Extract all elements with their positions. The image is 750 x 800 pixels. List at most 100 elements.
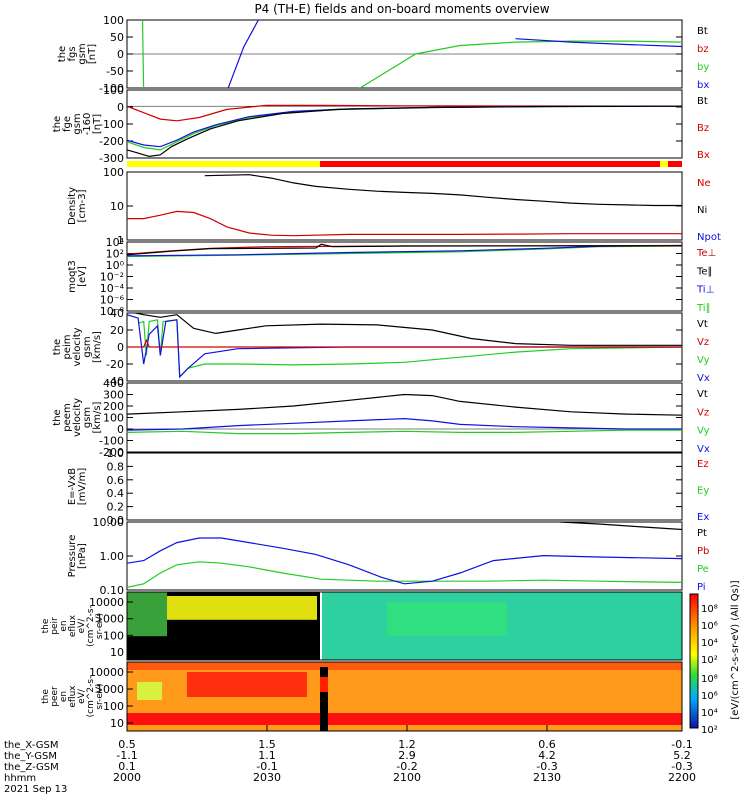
y-tick-label: 100 (103, 84, 124, 97)
colorbar-tick: 10⁶ (701, 621, 718, 632)
y-tick-label: 0.8 (107, 460, 125, 473)
series-line-Vy (137, 319, 682, 379)
y-tick-label: 100 (103, 166, 124, 179)
panel-frame (126, 452, 683, 521)
y-tick-label: 10000 (89, 596, 124, 609)
spectro-gap-patch (320, 677, 328, 692)
y-axis-label: peem (62, 403, 73, 431)
spectro-fill-patch (387, 602, 507, 636)
y-tick-label: 10² (106, 248, 124, 261)
y-axis-label: sr-eV) (95, 683, 105, 709)
y-axis-label: the (52, 116, 63, 132)
series-line-Vt (132, 313, 682, 346)
y-axis-label: peim (62, 334, 73, 359)
y-axis-label: E=-VxB (67, 468, 78, 505)
x-axis-value: 2.9 (398, 749, 416, 762)
legend-entry: Ti⊥ (696, 285, 714, 296)
y-tick-label: 10 (110, 200, 124, 213)
panel-fgs: 100 50 0 -50 -100 the fgs gsm [nT] Bt bz by bx (57, 14, 709, 95)
legend-entry: Bt (697, 96, 708, 107)
colorbar-label: [eV/(cm^2-s-sr-eV) (All Qs)] (730, 580, 741, 719)
x-axis-value: -0.1 (671, 738, 692, 751)
panel-fge: 100 0 -100 -200 -300 the fge gsm -160 [nT] Bt Bz Bx (52, 84, 710, 165)
legend-entry: Vz (697, 407, 709, 418)
y-tick-label: 0 (117, 423, 124, 436)
x-axis-value: 0.6 (538, 738, 556, 751)
series-line-Ni (204, 174, 682, 207)
x-axis-value: 2000 (113, 771, 141, 784)
x-axis-row-label: the_X-GSM (4, 740, 58, 751)
series-line-Pt (559, 522, 682, 531)
y-tick-label: 1.0 (107, 447, 125, 460)
legend-entry: Ey (697, 486, 709, 497)
colorbar-tick: 10⁸ (701, 674, 718, 685)
y-axis-label: eflux (68, 614, 78, 637)
panel-frame (126, 521, 683, 591)
status-bar-segment (668, 161, 682, 167)
y-tick-label: 400 (103, 377, 124, 390)
y-tick-label: 1.00 (100, 550, 125, 563)
y-axis-label: eV/ (77, 688, 87, 704)
y-tick-label: 20 (110, 324, 124, 337)
y-axis-label: eflux (68, 685, 78, 708)
x-axis-value: 2100 (393, 771, 421, 784)
colorbar-tick: 10⁶ (701, 691, 718, 702)
series-line-Vz (127, 338, 682, 348)
series-line-Vx (127, 417, 682, 431)
spectro-frame (126, 661, 683, 732)
legend-entry: Ti∥ (696, 303, 711, 314)
y-axis-label: sr-eV) (95, 613, 105, 639)
y-axis-label: [nT] (92, 114, 103, 134)
colorbar-tick: 10² (701, 725, 718, 736)
x-axis-value: 1.5 (258, 738, 276, 751)
y-axis-label: the (52, 409, 63, 425)
spectro-fill-top (127, 662, 682, 670)
colorbar-tick: 10² (701, 655, 718, 666)
y-tick-label: 10⁻⁸ (100, 305, 125, 318)
x-axis-value: 4.2 (538, 749, 556, 762)
series-line-Vt (127, 393, 682, 416)
y-axis-label: en (59, 691, 69, 702)
y-tick-label: 0.6 (107, 474, 125, 487)
y-tick-label: 100 (103, 14, 124, 27)
status-bar (127, 161, 682, 167)
y-axis-label: eV/ (77, 618, 87, 634)
y-tick-label: 0.4 (107, 487, 125, 500)
y-axis-label: [km/s] (92, 331, 103, 363)
x-axis-group: the_X-GSM 0.5 1.5 1.2 0.6 -0.1 the_Y-GSM -1.1 1.… (4, 725, 696, 795)
x-axis-value: -0.3 (536, 760, 557, 773)
series-line-bx (515, 38, 682, 48)
legend-entry: Ez (697, 459, 709, 470)
y-tick-label: 0.2 (107, 501, 125, 514)
x-axis-value: 5.2 (673, 749, 691, 762)
legend-entry: bx (697, 80, 709, 91)
x-axis-value: 2200 (668, 771, 696, 784)
y-tick-label: 100 (103, 412, 124, 425)
y-axis-label: velocity (72, 327, 83, 366)
date-label: 2021 Sep 13 (4, 784, 67, 795)
legend-entry: Ex (697, 512, 709, 523)
y-axis-label: fgs (67, 46, 78, 61)
series-line-Ne (127, 210, 682, 237)
y-tick-label: -20 (106, 358, 124, 371)
y-axis-label: gsm (77, 43, 88, 64)
colorbar-tick: 10⁸ (701, 604, 718, 615)
x-axis-value: 0.5 (118, 738, 136, 751)
spectro-fill-patch (187, 672, 307, 697)
y-tick-label: 10 (110, 646, 124, 659)
y-axis-label: (cm^2-s- (86, 676, 96, 718)
y-axis-label: [nPa] (77, 543, 88, 569)
legend-entry: Ni (697, 205, 707, 216)
legend-entry: Vx (697, 444, 710, 455)
y-axis-label: Pressure (67, 535, 78, 578)
series-line-black (127, 243, 682, 256)
spectrogram-peir: 10000 1000 100 10 the peir en eflux eV/(cm^2-s-s… (41, 591, 683, 661)
y-axis-label: -160 (82, 113, 93, 136)
y-tick-label: 10 (110, 717, 124, 730)
panel-frame (126, 89, 683, 159)
colorbar-tick: 10⁴ (701, 638, 718, 649)
y-axis-label: the (57, 46, 68, 62)
